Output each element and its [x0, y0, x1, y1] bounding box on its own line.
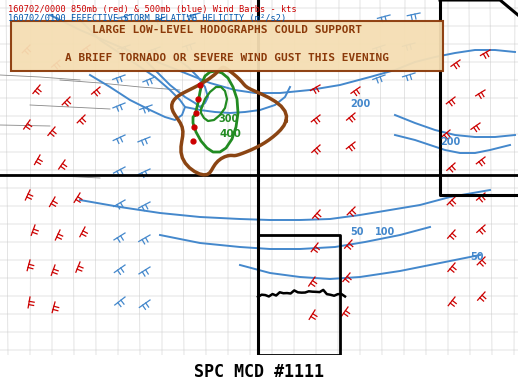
Text: 100: 100	[375, 227, 395, 237]
Text: A BRIEF TORNADO OR SEVERE WIND GUST THIS EVENING: A BRIEF TORNADO OR SEVERE WIND GUST THIS…	[65, 53, 389, 63]
Text: 200: 200	[350, 99, 370, 109]
Text: 200: 200	[440, 137, 461, 147]
Text: LARGE LOW-LEVEL HODOGRAPHS COULD SUPPORT: LARGE LOW-LEVEL HODOGRAPHS COULD SUPPORT	[92, 25, 362, 35]
Text: 50: 50	[350, 227, 364, 237]
Text: 300: 300	[218, 114, 238, 124]
Text: SPC MCD #1111: SPC MCD #1111	[194, 363, 324, 381]
Text: 160702/0100 EFFECTIVE STORM RELATIVE HELICITY (m²/s2): 160702/0100 EFFECTIVE STORM RELATIVE HEL…	[8, 14, 286, 23]
Text: 160702/0000 850mb (red) & 500mb (blue) Wind Barbs - kts: 160702/0000 850mb (red) & 500mb (blue) W…	[8, 5, 297, 14]
Text: 50: 50	[470, 252, 483, 262]
Text: 400: 400	[220, 129, 242, 139]
FancyBboxPatch shape	[11, 21, 443, 71]
